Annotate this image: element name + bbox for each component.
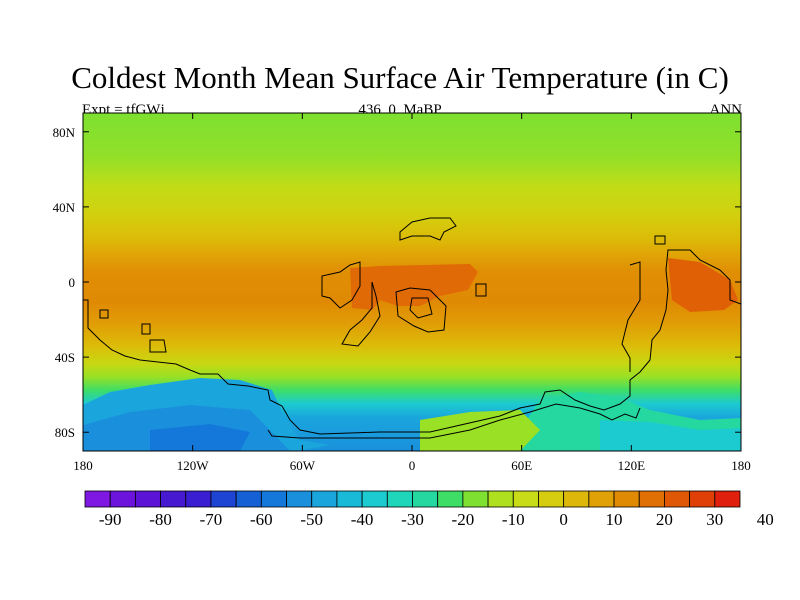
colorbar: -90-80-70-60-50-40-30-20-1001020304050 [84,490,774,529]
lat-tick-label: 40S [55,350,75,365]
colorbar-label: -90 [99,510,122,529]
lon-tick-label: 180 [73,458,93,473]
colorbar-label: 40 [757,510,774,529]
colorbar-swatch [588,490,615,508]
lon-tick-label: 60E [511,458,532,473]
colorbar-swatch [664,490,691,508]
lon-tick-label: 180 [731,458,751,473]
colorbar-swatch [412,490,439,508]
colorbar-swatch [689,490,716,508]
colorbar-swatch [462,490,489,508]
axis-ticks: 180 120W 60W 0 60E 120E 180 80N 40N 0 40S 80S [53,113,751,473]
colorbar-swatch [260,490,287,508]
colorbar-swatch [613,490,640,508]
colorbar-swatch [235,490,262,508]
colorbar-label: 20 [656,510,673,529]
colorbar-swatch [638,490,665,508]
colorbar-label: -70 [200,510,223,529]
lon-tick-label: 120W [177,458,210,473]
colorbar-label: 30 [706,510,723,529]
lon-tick-label: 0 [409,458,416,473]
colorbar-label: -20 [452,510,475,529]
lat-tick-label: 80N [53,125,76,140]
plot-title: Coldest Month Mean Surface Air Temperatu… [71,60,729,95]
lat-tick-label: 80S [55,425,75,440]
colorbar-swatch [311,490,338,508]
lon-tick-label: 60W [290,458,316,473]
colorbar-swatch [361,490,388,508]
colorbar-label: -30 [401,510,424,529]
colorbar-label: -80 [149,510,172,529]
lat-tick-label: 40N [53,200,76,215]
colorbar-swatch [109,490,136,508]
colorbar-swatch [487,490,514,508]
colorbar-swatch [563,490,590,508]
colorbar-swatch [538,490,565,508]
colorbar-swatch [185,490,212,508]
colorbar-swatch [286,490,313,508]
colorbar-swatch [336,490,363,508]
colorbar-swatch [714,490,741,508]
colorbar-label: -50 [300,510,323,529]
colorbar-label: -10 [502,510,525,529]
colorbar-label: 10 [606,510,623,529]
colorbar-swatch [134,490,161,508]
colorbar-swatch [386,490,413,508]
colorbar-swatch [437,490,464,508]
colorbar-swatch [210,490,237,508]
temperature-field [83,113,741,451]
lat-tick-label: 0 [69,275,76,290]
colorbar-swatch [84,490,111,508]
colorbar-label: -40 [351,510,374,529]
colorbar-label: 0 [559,510,568,529]
lon-tick-label: 120E [618,458,646,473]
colorbar-label: -60 [250,510,273,529]
colorbar-swatch [512,490,539,508]
colorbar-swatch [160,490,187,508]
